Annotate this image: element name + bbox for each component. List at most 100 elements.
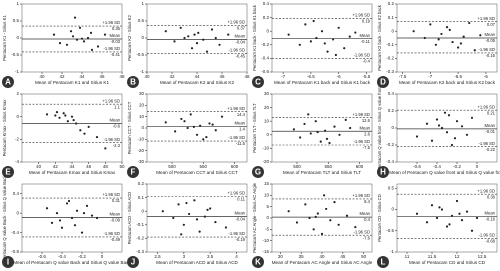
limit-label: +1.96 SD — [102, 98, 120, 103]
y-axis-label: Pentacam Kmax - Sirius Kmax — [2, 99, 7, 157]
data-point — [292, 128, 295, 131]
data-point — [87, 125, 90, 128]
data-point — [447, 114, 451, 117]
x-tick-label: 40 — [36, 164, 42, 169]
limit-label: +1.96 SD — [477, 104, 495, 109]
data-point — [174, 130, 177, 133]
y-axis-label: Pentacam K2 - Sirius K2 — [127, 15, 132, 61]
data-point — [314, 120, 317, 123]
y-tick-label: 0.5 — [13, 18, 20, 23]
x-tick-label: -0.2 — [78, 254, 86, 259]
data-point — [455, 199, 459, 203]
y-tick-label: 0 — [16, 210, 19, 215]
plot-area — [146, 3, 248, 73]
limit-value: 0.31 — [112, 198, 121, 203]
data-point — [75, 122, 78, 125]
data-point — [65, 43, 69, 46]
x-tick-label: 3.5 — [207, 254, 214, 259]
x-tick-label: -6 — [337, 74, 341, 79]
data-point — [172, 216, 175, 220]
y-tick-label: -0.6 — [261, 69, 269, 74]
y-tick-label: 0.1 — [388, 15, 395, 20]
y-axis-label: Pentacam TLT - Sirius TLT — [252, 103, 257, 153]
data-point — [85, 204, 89, 207]
x-tick-label: 45 — [340, 254, 346, 259]
data-point — [45, 113, 49, 116]
x-tick-label: 500 — [168, 164, 176, 169]
panel-badge — [252, 76, 264, 88]
data-point — [89, 31, 93, 34]
y-tick-label: -0.3 — [386, 69, 394, 74]
limit-value: 14.4 — [237, 112, 246, 117]
y-tick-label: -2 — [15, 137, 19, 142]
data-point — [220, 115, 224, 118]
data-point — [202, 38, 205, 41]
x-tick-label: 40 — [319, 254, 325, 259]
limit-label: -1.96 SD — [228, 135, 245, 140]
data-point — [319, 140, 322, 143]
data-point — [80, 37, 84, 40]
data-point — [354, 31, 357, 34]
panel-letter: J — [131, 258, 135, 267]
y-tick-label: -0.4 — [261, 56, 269, 61]
y-tick-label: -10 — [262, 146, 269, 151]
data-point — [430, 139, 434, 142]
data-point — [453, 137, 457, 140]
data-point — [203, 215, 206, 218]
plot-area — [396, 93, 498, 163]
limit-value: -0.11 — [361, 39, 371, 44]
x-tick-label: 42 — [53, 164, 59, 169]
x-tick-label: 48 — [103, 164, 109, 169]
limit-label: -1.96 SD — [228, 47, 245, 52]
limit-value: -0.49 — [110, 237, 120, 242]
data-point — [50, 221, 54, 224]
limit-label: -1.96 SD — [103, 46, 120, 51]
panel-letter: G — [255, 168, 261, 177]
x-axis-label: Mean of Pentacam CCT and Sirius CCT — [156, 170, 238, 175]
data-point — [448, 28, 451, 31]
limit-value: 8.4 — [364, 199, 370, 204]
data-point — [189, 113, 192, 116]
data-point — [182, 223, 185, 226]
data-point — [457, 46, 460, 49]
panel: -0.6 -0.4 -0.2 0 -0.8 -0.4 0 0.4 Mean of Pentaca… — [2, 175, 131, 268]
data-point — [210, 28, 214, 31]
y-tick-label: 0.1 — [138, 195, 145, 200]
x-tick-label: 48 — [244, 74, 250, 79]
limit-label: Mean — [485, 123, 496, 128]
data-point — [459, 42, 462, 45]
data-point — [334, 53, 337, 57]
y-axis-label: Pentacam K1 back - Sirius K1 back — [252, 4, 257, 71]
x-tick-label: -7 — [281, 74, 285, 79]
x-tick-label: -0.4 — [58, 254, 66, 259]
plot-area — [21, 3, 123, 73]
limit-label: Mean — [360, 211, 371, 216]
data-point — [325, 207, 328, 211]
data-point — [75, 38, 79, 41]
data-point — [437, 124, 441, 127]
y-tick-label: 0 — [141, 208, 144, 213]
data-point — [316, 130, 319, 134]
data-point — [65, 202, 69, 205]
x-axis-label: Mean of Pentacam K1 back and Sirius K1 b… — [274, 80, 371, 85]
limit-label: Mean — [485, 210, 496, 215]
data-point — [435, 118, 439, 121]
limit-value: 1.1 — [114, 104, 120, 109]
y-tick-label: -1 — [140, 69, 144, 74]
limit-value: -0.4 — [363, 59, 371, 64]
y-tick-label: 10 — [139, 114, 145, 119]
limit-label: +1.96 SD — [227, 20, 245, 25]
x-tick-label: 500 — [293, 164, 301, 169]
data-point — [316, 212, 319, 215]
data-point — [333, 125, 336, 128]
data-point — [58, 219, 62, 222]
limit-label: -1.96 SD — [228, 231, 245, 236]
data-point — [423, 36, 426, 40]
x-tick-label: 44 — [194, 74, 200, 79]
data-point — [55, 212, 59, 215]
panel-badge — [2, 166, 14, 178]
limit-label: -1.96 SD — [353, 229, 370, 234]
y-tick-label: -20 — [262, 159, 269, 164]
limit-label: -1.96 SD — [478, 141, 495, 146]
y-tick-label: -0.3 — [136, 249, 144, 254]
